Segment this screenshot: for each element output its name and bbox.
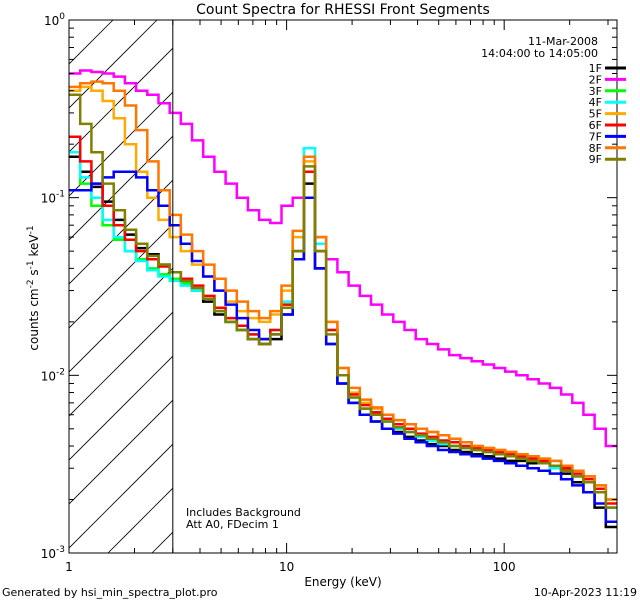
hatch-line [69,20,114,65]
annotation-attenuator: Att A0, FDecim 1 [186,518,279,531]
series-line-9f [69,93,617,509]
x-tick-label: 1 [65,560,73,574]
y-label-part: keV [27,234,41,261]
legend-label: 2F [589,73,602,86]
y-label-part: counts cm [27,288,41,350]
legend-label: 4F [589,96,602,109]
x-tick-label: 10 [279,560,294,574]
footer-timestamp: 10-Apr-2023 11:19 [534,586,637,599]
footer-generated-by: Generated by hsi_min_spectra_plot.pro [2,586,218,599]
x-axis-label: Energy (keV) [304,575,381,589]
series-line-1f [69,155,617,529]
y-label-sup: -2 [26,279,36,288]
x-tick-label: 100 [493,560,516,574]
y-axis-label: counts cm-2 s-1 keV-1 [26,225,41,350]
series-line-7f [69,170,617,523]
y-label-part: s [27,269,41,279]
chart-title: Count Spectra for RHESSI Front Segments [196,2,490,18]
hatch-line [69,267,173,373]
hatch-line [69,355,173,461]
series-line-5f [69,85,617,501]
hatch-line [69,311,173,417]
time-range-label: 14:04:00 to 14:05:00 [481,47,598,60]
date-label: 11-Mar-2008 [528,35,598,48]
svg-text:counts cm-2 s-1 keV-1: counts cm-2 s-1 keV-1 [26,225,41,350]
hatch-line [69,443,173,549]
hatch-line [69,20,158,109]
legend-label: 3F [589,85,602,98]
legend-label: 6F [589,119,602,132]
legend-label: 7F [589,130,602,143]
y-tick-label: 10-3 [41,545,65,561]
y-label-sup: -1 [26,260,36,269]
hatch-line [69,91,173,197]
axis-ticks: 1 10 100 100 10-1 10-2 10-3 [41,12,617,574]
background-hatch-region [69,20,173,553]
y-tick-label: 100 [44,12,65,28]
legend-label: 8F [589,142,602,155]
series-line-8f [69,80,617,501]
annotation-background: Includes Background [186,506,301,519]
hatch-line [69,399,173,505]
hatch-line [69,223,173,329]
series-line-2f [69,69,617,448]
series-line-6f [69,135,617,505]
y-tick-label: 10-1 [41,190,65,206]
legend-label: 9F [589,153,602,166]
plot-frame [68,19,618,554]
series-line-3f [69,151,617,509]
y-tick-label: 10-2 [41,367,65,383]
legend-label: 1F [589,62,602,75]
hatch-line [69,47,173,153]
y-label-sup: -1 [26,225,36,234]
legend-label: 5F [589,108,602,121]
series-layer [69,69,617,529]
